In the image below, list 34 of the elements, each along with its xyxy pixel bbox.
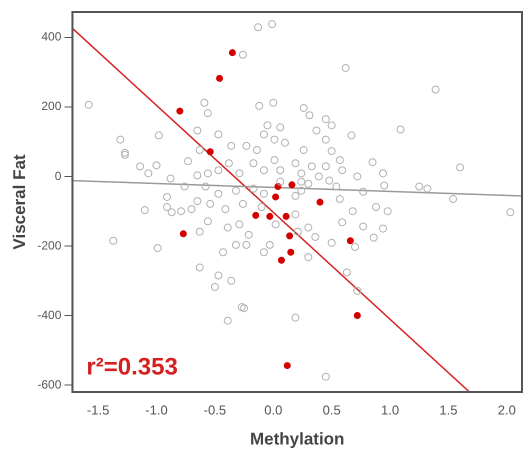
x-tick-label: 1.5	[439, 402, 458, 418]
point	[286, 232, 294, 240]
y-axis-title: Visceral Fat	[10, 154, 29, 250]
point	[216, 74, 224, 82]
point	[278, 256, 285, 264]
y-tick-label: -200	[37, 238, 62, 252]
y-tick-label: 0	[54, 168, 62, 183]
point	[346, 237, 354, 244]
y-tick-label: 400	[41, 30, 62, 44]
point	[288, 181, 296, 188]
point	[316, 198, 324, 206]
point	[354, 312, 361, 320]
point	[284, 362, 291, 370]
y-tick-label: -400	[37, 308, 62, 322]
x-tick-label: 0.0	[264, 402, 282, 418]
point	[176, 108, 184, 115]
point	[272, 193, 280, 200]
x-tick-label: 0.5	[322, 402, 341, 418]
x-tick-label: -1.5	[86, 402, 110, 418]
point	[206, 148, 214, 156]
point	[180, 230, 187, 238]
x-tick-label: 1.0	[381, 402, 400, 418]
annotation: r²=0.353	[86, 354, 178, 381]
x-tick-label: -1.0	[145, 402, 168, 418]
y-tick-label: 200	[41, 99, 62, 114]
point	[266, 212, 274, 220]
point	[252, 212, 260, 219]
point	[282, 212, 290, 220]
x-axis-title: Methylation	[250, 429, 344, 448]
y-tick-label: -600	[37, 377, 62, 392]
x-tick-label: -0.5	[204, 402, 226, 418]
x-tick-label: 2.0	[498, 402, 516, 418]
point	[287, 248, 294, 256]
point	[228, 49, 236, 56]
